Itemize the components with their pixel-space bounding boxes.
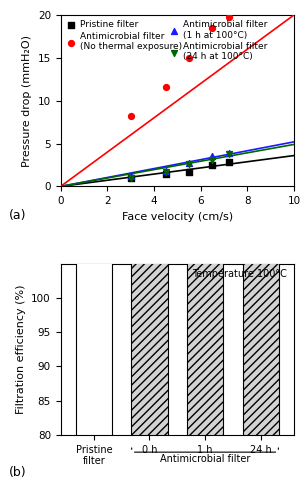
X-axis label: Face velocity (cm/s): Face velocity (cm/s) — [122, 212, 233, 222]
Bar — [242, 0, 279, 435]
Pristine filter — [210, 161, 215, 169]
Antimicrobial filter
(24 h at 100°C) — [210, 156, 215, 164]
Text: Antimicrobial filter: Antimicrobial filter — [160, 454, 250, 464]
Antimicrobial filter
(24 h at 100°C) — [163, 168, 168, 176]
Antimicrobial filter
(24 h at 100°C) — [187, 160, 191, 168]
Antimicrobial filter
(1 h at 100°C) — [226, 149, 231, 157]
Antimicrobial filter
(1 h at 100°C) — [187, 160, 191, 168]
Text: (a): (a) — [9, 208, 27, 222]
Y-axis label: Pressure drop (mmH₂O): Pressure drop (mmH₂O) — [22, 34, 32, 166]
Antimicrobial filter
(1 h at 100°C) — [210, 152, 215, 160]
Pristine filter — [128, 174, 133, 182]
Text: (b): (b) — [9, 466, 27, 479]
Bar — [76, 0, 112, 435]
Antimicrobial filter
(1 h at 100°C) — [128, 172, 133, 180]
Antimicrobial filter
(1 h at 100°C) — [163, 167, 168, 175]
Antimicrobial filter
(No thermal exposure) — [163, 83, 168, 91]
Pristine filter — [187, 168, 191, 176]
Antimicrobial filter
(24 h at 100°C) — [226, 150, 231, 158]
Y-axis label: Filtration efficiency (%): Filtration efficiency (%) — [16, 284, 26, 414]
Pristine filter — [226, 158, 231, 166]
Legend: Antimicrobial filter
(1 h at 100°C), Antimicrobial filter
(24 h at 100°C): Antimicrobial filter (1 h at 100°C), Ant… — [168, 20, 268, 62]
Bar — [187, 0, 223, 435]
Antimicrobial filter
(No thermal exposure) — [128, 112, 133, 120]
Antimicrobial filter
(No thermal exposure) — [226, 12, 231, 20]
Antimicrobial filter
(No thermal exposure) — [187, 54, 191, 62]
Pristine filter — [163, 170, 168, 177]
Antimicrobial filter
(No thermal exposure) — [210, 24, 215, 32]
Text: Temperature 100°C: Temperature 100°C — [192, 268, 287, 278]
Antimicrobial filter
(24 h at 100°C) — [128, 174, 133, 182]
Bar — [132, 0, 168, 435]
